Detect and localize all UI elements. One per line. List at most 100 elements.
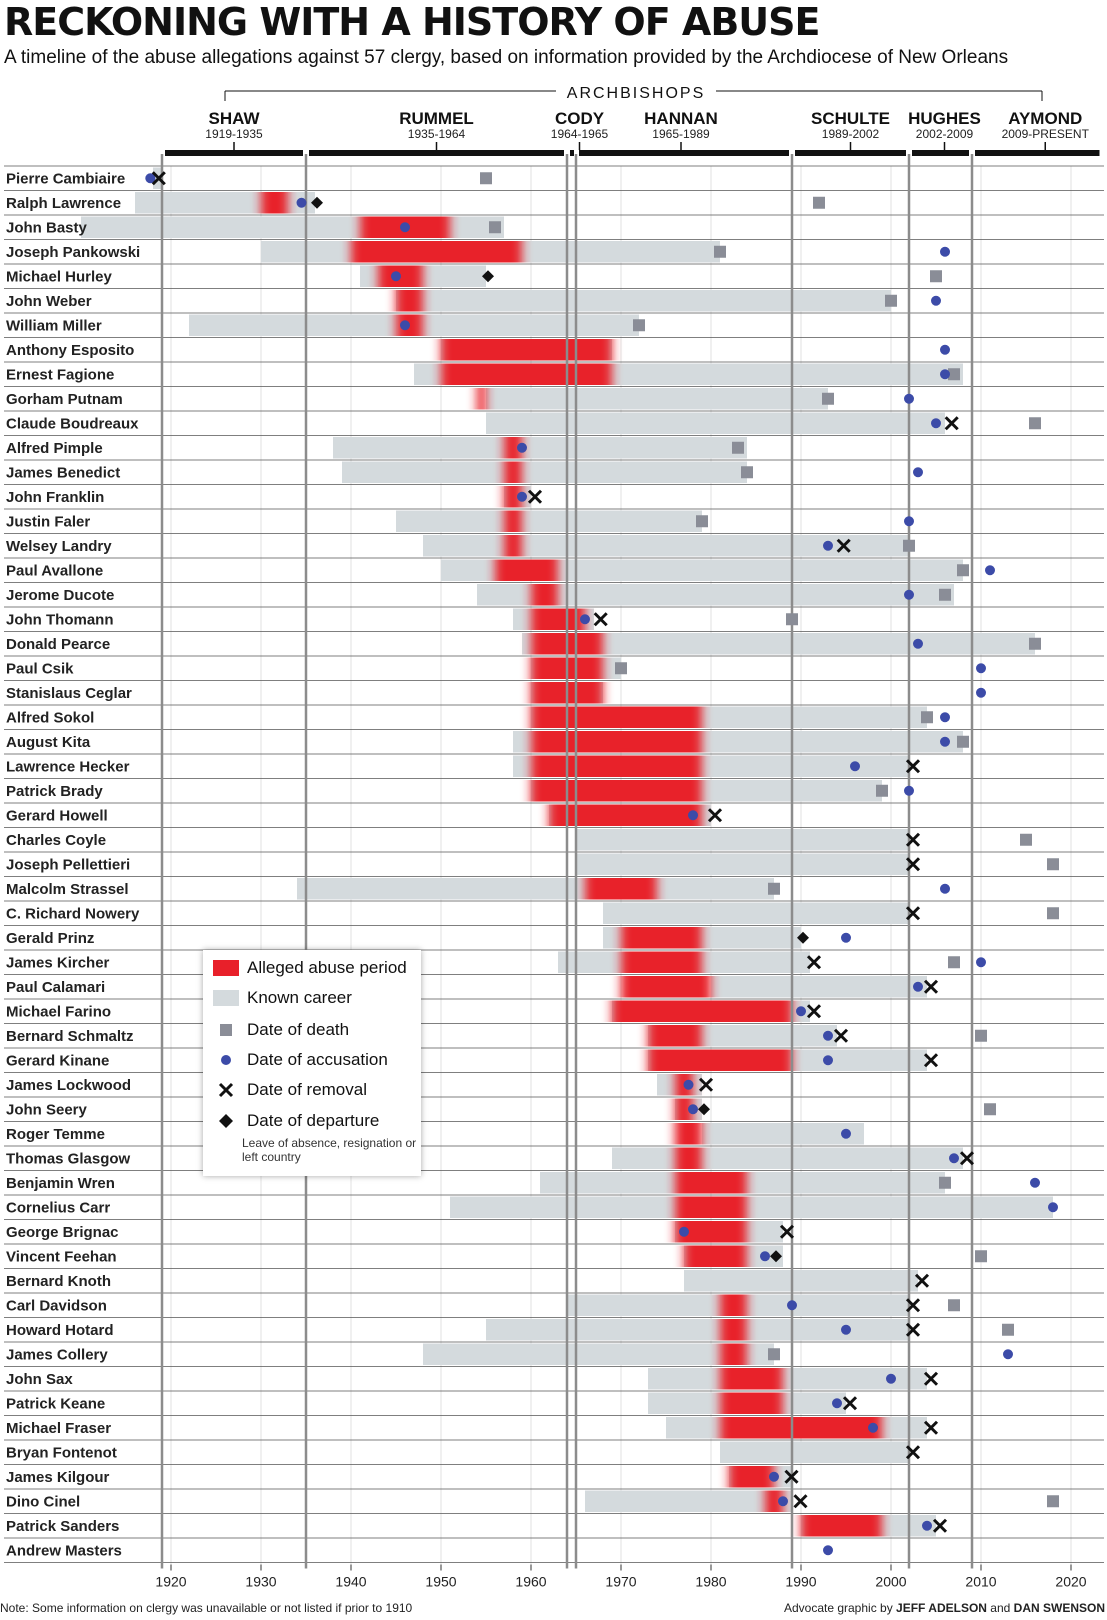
clergy-name-label: Joseph Pankowski [6,244,140,261]
abuse-bar [720,1368,783,1390]
credit-prefix: Advocate graphic by [783,1601,897,1615]
clergy-name-label: Anthony Esposito [6,342,134,359]
clergy-name-label: Justin Faler [6,513,90,530]
accusation-marker [940,736,950,747]
clergy-name-label: Paul Avallone [6,562,103,579]
accusation-marker [904,589,914,600]
accusation-marker [1048,1202,1058,1213]
death-marker [885,294,897,307]
clergy-name-label: John Thomann [6,611,114,628]
abuse-bar [549,804,702,826]
chart-subtitle: A timeline of the abuse allegations agai… [4,47,1009,68]
abuse-bar [720,1417,882,1439]
departure-marker [482,270,494,283]
accusation-marker [913,467,923,478]
abuse-bar [504,510,522,532]
archbishop-term-bar [579,150,789,156]
accusation-marker [841,1324,851,1335]
archbishop-name: CODY [555,109,605,128]
removal-marker [914,1273,930,1288]
abuse-bar [261,192,288,214]
accusation-marker [904,393,914,404]
archbishop-name: HUGHES [908,109,981,128]
death-marker [768,882,780,895]
clergy-name-label: Howard Hotard [6,1322,114,1339]
clergy-name-label: James Collery [6,1346,108,1363]
death-marker [732,441,744,454]
clergy-name-label: Alfred Pimple [6,440,103,457]
credit-author-2: DAN SWENSON [1013,1601,1105,1615]
death-marker [1002,1323,1014,1336]
accusation-marker [1030,1177,1040,1188]
abuse-bar [675,1123,702,1145]
abuse-bar [585,878,657,900]
legend-abuse-label: Alleged abuse period [247,958,407,977]
abuse-bar [675,1221,747,1243]
death-marker [480,172,492,185]
archbishop-divider-lines [160,154,974,1569]
clergy-name-label: Paul Calamari [6,979,105,996]
abuse-bar [504,461,522,483]
death-marker [957,564,969,577]
archbishop-years: 1964-1965 [551,127,609,141]
abuse-bar [477,388,486,410]
removal-marker [905,1298,921,1313]
archbishop-years: 2009-PRESENT [1002,127,1090,141]
abuse-swatch [213,960,239,976]
departure-marker [797,931,809,944]
removal-marker [527,489,543,504]
death-marker [948,956,960,969]
archbishop-name: SHAW [209,109,261,128]
abuse-bar [675,1098,693,1120]
clergy-name-label: Lawrence Hecker [6,758,130,775]
accusation-marker [976,957,986,968]
death-marker [489,221,501,234]
career-bar [711,976,927,998]
clergy-name-label: Dino Cinel [6,1493,80,1510]
clergy-name-label: Michael Farino [6,1003,111,1020]
accusation-marker [823,1030,833,1041]
death-marker [939,1176,951,1189]
abuse-bar [531,755,702,777]
clergy-name-label: Pierre Cambiaire [6,170,125,187]
career-bar [423,1343,774,1365]
accusation-marker [922,1520,932,1531]
x-tick-label: 1980 [695,1574,726,1590]
accusation-marker [823,1545,833,1556]
abuse-bar [675,1196,747,1218]
accusation-marker [1003,1349,1013,1360]
abuse-bar [504,437,522,459]
accusation-marker [841,932,851,943]
event-markers [145,171,1059,1556]
abuse-bar [531,780,702,802]
death-marker [1047,858,1059,871]
career-bar [396,290,891,312]
x-tick-label: 1960 [515,1574,546,1590]
footnote: Note: Some information on clergy was una… [0,1601,413,1615]
death-marker [948,368,960,381]
death-marker [930,270,942,283]
removal-x-icon [213,1082,239,1098]
death-marker [786,613,798,626]
accusation-marker [778,1496,788,1507]
accusation-marker [931,418,941,429]
accusation-marker [796,1006,806,1017]
clergy-name-label: Claude Boudreaux [6,415,139,432]
removal-marker [905,857,921,872]
x-tick-label: 2010 [965,1574,996,1590]
accusation-marker [841,1128,851,1139]
archbishop-name: AYMOND [1008,109,1082,128]
chart-title: RECKONING WITH A HISTORY OF ABUSE [4,0,820,44]
clergy-name-label: Malcolm Strassel [6,881,129,898]
accusation-marker [400,320,410,331]
career-bar [477,584,954,606]
accusation-marker [868,1422,878,1433]
removal-marker [923,1420,939,1435]
abuse-bar [801,1515,882,1537]
career-bar [450,1196,1053,1218]
clergy-name-label: James Kilgour [6,1469,110,1486]
clergy-name-label: Donald Pearce [6,636,110,653]
x-axis: 1920 1930 1940 1950 1960 1970 1980 1990 2000 2010… [155,1564,1087,1590]
clergy-name-label: Thomas Glasgow [6,1150,131,1167]
removal-marker [707,808,723,823]
